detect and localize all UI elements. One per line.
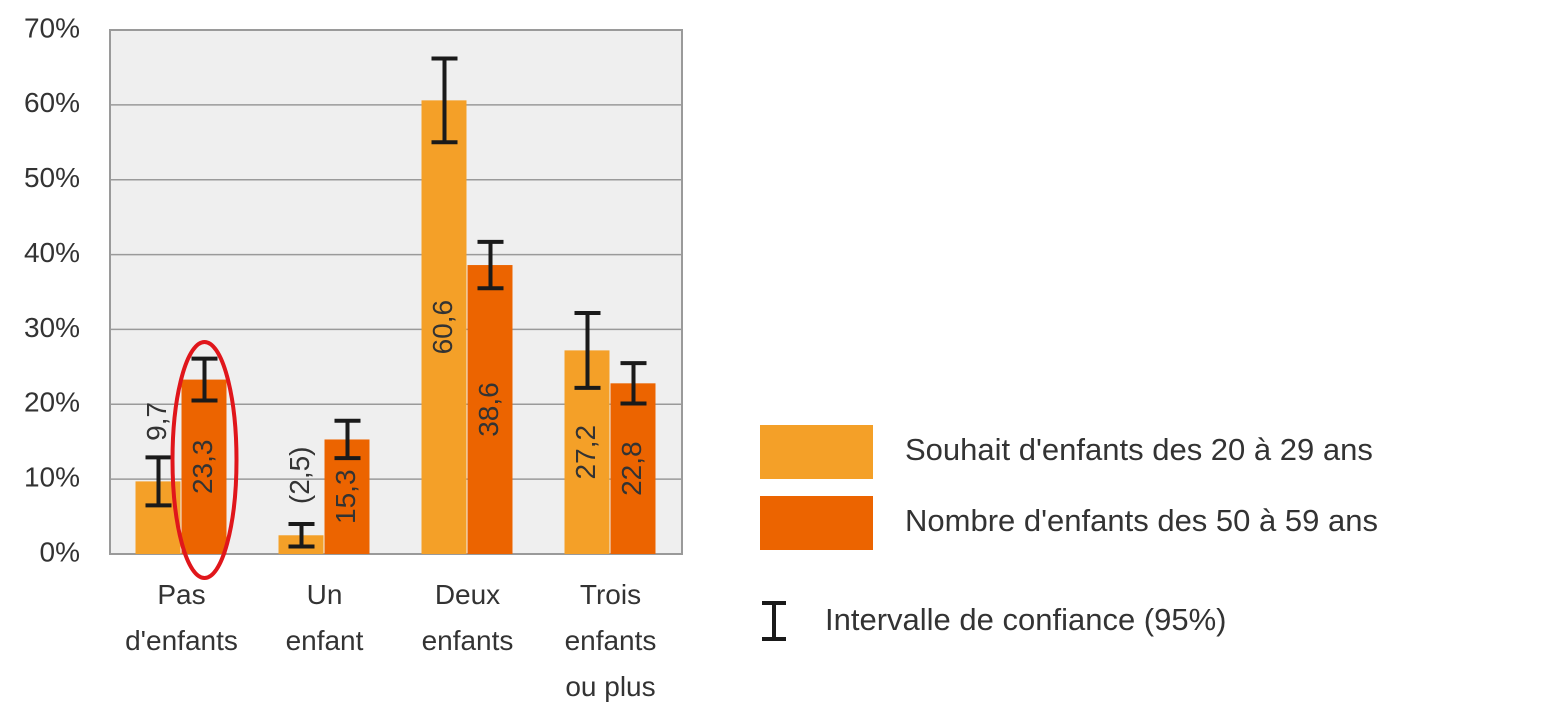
- value-label: 9,7: [141, 402, 172, 441]
- x-tick-label-line: Trois: [580, 579, 641, 610]
- error-bar: [431, 56, 458, 145]
- x-tick-label-line: Deux: [435, 579, 500, 610]
- value-label: 60,6: [427, 300, 458, 355]
- legend-error-icon: [762, 601, 786, 641]
- highlight: [170, 340, 239, 580]
- y-tick-label: 60%: [24, 87, 80, 118]
- x-tick-label-line: d'enfants: [125, 625, 238, 656]
- y-tick-label: 0%: [40, 536, 80, 567]
- y-tick-label: 40%: [24, 237, 80, 268]
- value-label: 23,3: [187, 440, 218, 495]
- legend-label: Intervalle de confiance (95%): [825, 602, 1227, 637]
- legend-label: Souhait d'enfants des 20 à 29 ans: [905, 432, 1373, 467]
- x-tick-label-line: enfant: [286, 625, 364, 656]
- x-tick-label-line: enfants: [422, 625, 514, 656]
- legend-label: Nombre d'enfants des 50 à 59 ans: [905, 503, 1378, 538]
- y-tick-label: 50%: [24, 162, 80, 193]
- error-bar: [191, 356, 218, 403]
- bar: [610, 383, 656, 554]
- error-bar: [620, 361, 647, 406]
- x-tick-label-line: ou plus: [565, 671, 655, 702]
- y-tick-label: 30%: [24, 312, 80, 343]
- legend-swatch: [760, 496, 873, 550]
- x-tick-label: Deux enfants: [422, 579, 514, 656]
- x-tick-label-line: enfants: [565, 625, 657, 656]
- x-tick-label-line: Pas: [157, 579, 205, 610]
- value-label: 15,3: [330, 469, 361, 523]
- error-bar: [288, 522, 315, 549]
- error-bar: [334, 418, 361, 461]
- bar: [421, 100, 467, 554]
- legend-swatch: [760, 425, 873, 479]
- bar: [181, 379, 227, 554]
- value-label: 38,6: [473, 382, 504, 437]
- y-tick-label: 10%: [24, 462, 80, 493]
- value-label: 27,2: [570, 425, 601, 480]
- x-tick-label: Un enfant: [286, 579, 364, 656]
- error-bar: [477, 239, 504, 291]
- x-tick-label: Trois enfants ou plus: [565, 579, 657, 702]
- plot-frame: [109, 29, 683, 555]
- value-label: (2,5): [284, 446, 315, 504]
- error-bar: [574, 310, 601, 390]
- x-tick-label-line: Un: [307, 579, 343, 610]
- value-label: 22,8: [616, 441, 647, 496]
- y-tick-label: 70%: [24, 12, 80, 43]
- x-tick-label: Pas d'enfants: [125, 579, 238, 656]
- error-bar: [145, 455, 172, 508]
- bar: [467, 265, 513, 554]
- y-tick-label: 20%: [24, 387, 80, 418]
